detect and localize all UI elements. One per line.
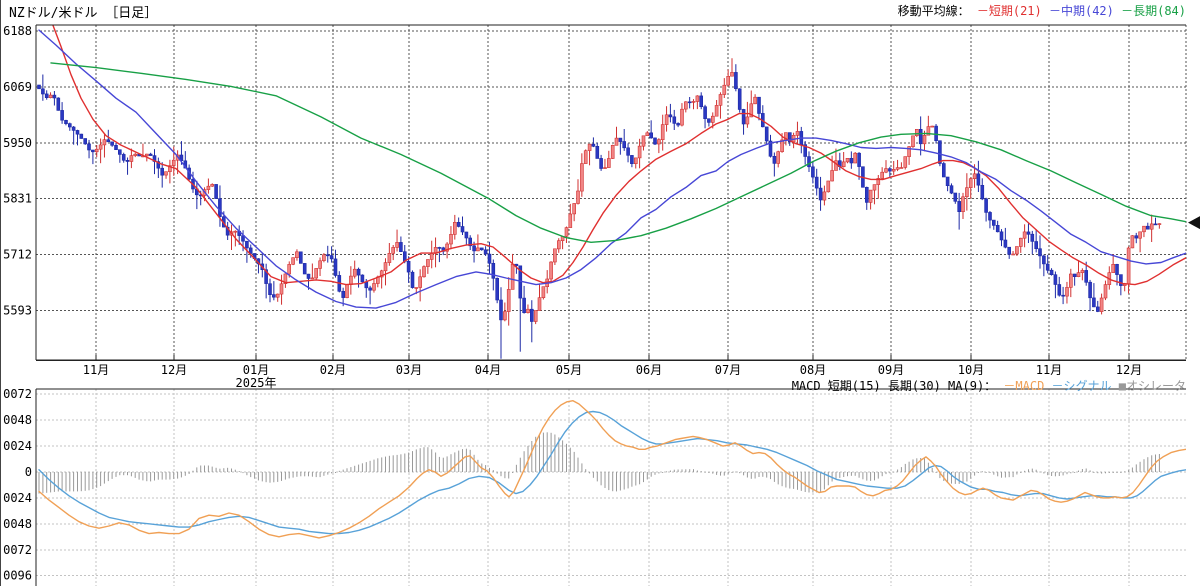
macd-tick-label: -0.0048 bbox=[1, 517, 32, 531]
macd-line bbox=[38, 400, 1186, 539]
month-tick-label: 10月 bbox=[958, 363, 984, 377]
price-tick-label: 0.5950 bbox=[1, 136, 32, 150]
month-tick-label: 09月 bbox=[878, 363, 904, 377]
macd-legend-label: MACD 短期(15) 長期(30) MA(9)： bbox=[791, 379, 1004, 393]
macd-tick-label: 0.0048 bbox=[1, 413, 32, 427]
ma-mid-legend: －中期(42) bbox=[1041, 4, 1114, 18]
price-tick-label: 0.6188 bbox=[1, 24, 32, 38]
macd-tick-label: 0 bbox=[25, 465, 32, 479]
macd-tick-label: -0.0072 bbox=[1, 543, 32, 557]
year-label: 2025年 bbox=[236, 376, 277, 390]
macd-tick-label: -0.0096 bbox=[1, 569, 32, 583]
month-tick-label: 08月 bbox=[800, 363, 826, 377]
month-tick-label: 04月 bbox=[475, 363, 501, 377]
month-tick-label: 11月 bbox=[83, 363, 109, 377]
macd-tick-label: 0.0072 bbox=[1, 387, 32, 401]
ma-legend-label: 移動平均線： bbox=[897, 4, 977, 18]
month-tick-label: 12月 bbox=[1116, 363, 1142, 377]
month-tick-label: 07月 bbox=[715, 363, 741, 377]
macd-tick-label: -0.0024 bbox=[1, 491, 32, 505]
candlestick-series bbox=[37, 58, 1162, 359]
grid-lines bbox=[36, 25, 1187, 586]
macd-line-legend: －MACD bbox=[1003, 379, 1045, 393]
month-tick-label: 11月 bbox=[1036, 363, 1062, 377]
price-tick-label: 0.6069 bbox=[1, 80, 32, 94]
axis-labels: 0.6188 0.6069 0.5950 0.5831 0.5712 0.5593 0.00… bbox=[1, 24, 1142, 583]
signal-line-legend: －シグナル bbox=[1044, 379, 1112, 393]
last-price-marker-icon bbox=[1188, 216, 1200, 230]
ma-short-legend: －短期(21) bbox=[976, 4, 1042, 18]
price-panel[interactable] bbox=[37, 25, 1187, 359]
signal-line bbox=[38, 410, 1186, 535]
ma-legend: 移動平均線： －短期(21) －中期(42) －長期(84) bbox=[898, 2, 1186, 19]
month-tick-label: 05月 bbox=[556, 363, 582, 377]
ma-line-ma_mid bbox=[38, 29, 1186, 309]
macd-histogram bbox=[38, 432, 1160, 494]
macd-tick-label: 0.0024 bbox=[1, 439, 32, 453]
month-tick-label: 02月 bbox=[320, 363, 346, 377]
month-tick-label: 03月 bbox=[396, 363, 422, 377]
ma-long-legend: －長期(84) bbox=[1113, 4, 1186, 18]
price-tick-label: 0.5593 bbox=[1, 303, 32, 317]
month-tick-label: 12月 bbox=[161, 363, 187, 377]
month-tick-label: 06月 bbox=[636, 363, 662, 377]
axes bbox=[35, 24, 1186, 586]
price-tick-label: 0.5712 bbox=[1, 248, 32, 262]
ma-line-ma_short bbox=[52, 25, 1186, 286]
macd-panel[interactable] bbox=[38, 400, 1187, 539]
price-tick-label: 0.5831 bbox=[1, 192, 32, 206]
page-title: NZドル/米ドル ［日足］ bbox=[9, 6, 158, 21]
macd-legend: MACD 短期(15) 長期(30) MA(9)： －MACD －シグナル ■オ… bbox=[792, 377, 1186, 394]
ma-line-ma_long bbox=[50, 62, 1186, 243]
month-tick-label: 01月 bbox=[243, 363, 269, 377]
oscillator-legend: ■オシレータ bbox=[1111, 379, 1186, 393]
